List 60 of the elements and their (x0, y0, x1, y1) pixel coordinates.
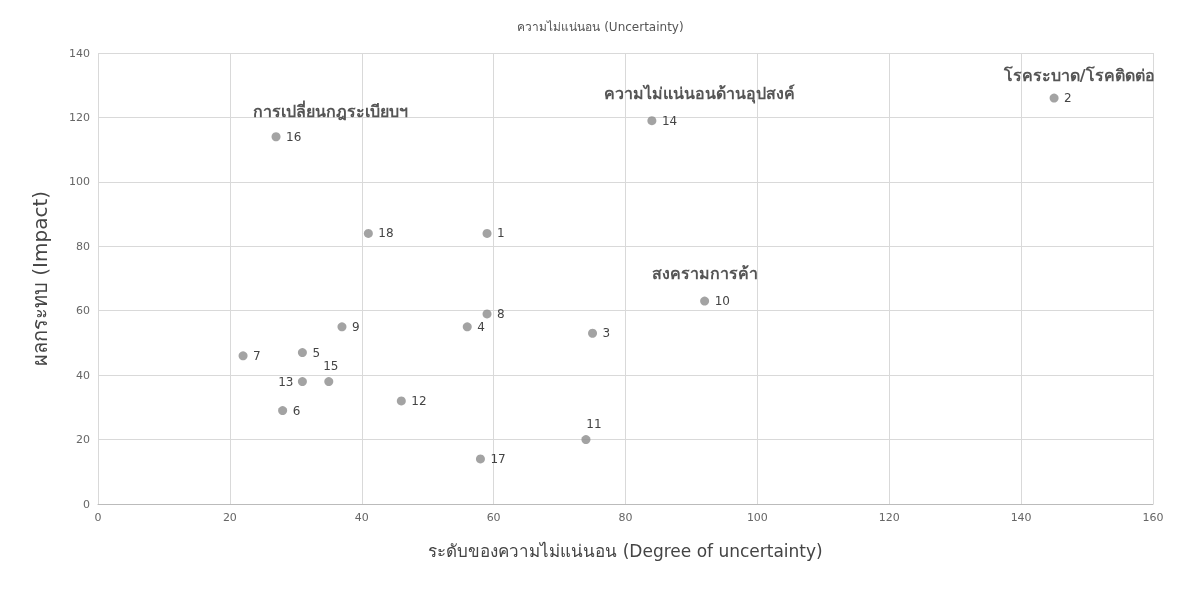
annotation: 11 (586, 416, 602, 431)
chart-title: ความไม่แน่นอน (Uncertainty) (517, 20, 684, 34)
point (324, 377, 334, 387)
annotation: ความไม่แน่นอนด้านอุปสงค์ (603, 84, 795, 105)
x-tick-label: 140 (1010, 511, 1032, 524)
x-tick-label: 80 (618, 511, 633, 524)
x-axis-title: ระดับของความไม่แน่นอน (Degree of uncertainty) (428, 540, 823, 561)
x-tick-label: 20 (222, 511, 237, 524)
annotation: 4 (477, 319, 485, 334)
point (581, 435, 591, 445)
annotation: การเปลี่ยนกฎระเบียบฯ (252, 100, 408, 122)
annotation: 15 (323, 358, 339, 373)
annotation: 10 (714, 294, 730, 309)
point (396, 396, 406, 406)
annotation: 9 (351, 319, 360, 334)
point (297, 377, 307, 387)
annotation: 12 (411, 393, 427, 408)
x-tick-label: 60 (486, 511, 501, 524)
annotation: 18 (378, 226, 394, 241)
point (647, 116, 657, 126)
point (278, 406, 288, 416)
point (1049, 93, 1059, 103)
annotation: สงครามการค้า (651, 264, 758, 284)
point (700, 296, 710, 306)
x-tick-label: 100 (746, 511, 768, 524)
annotation: 5 (312, 345, 321, 360)
annotation: 7 (253, 348, 261, 363)
y-tick-label: 120 (69, 110, 90, 124)
point (271, 132, 281, 142)
point (482, 309, 492, 319)
y-tick-label: 20 (76, 433, 90, 447)
point (475, 454, 485, 464)
annotation: 14 (661, 113, 678, 128)
y-axis-title: ผลกระทบ (Impact) (28, 190, 52, 367)
x-tick-label: 160 (1142, 511, 1164, 524)
annotation: 2 (1064, 91, 1072, 106)
y-tick-label: 80 (76, 239, 90, 253)
point (337, 322, 347, 332)
annotation: 3 (602, 326, 611, 341)
x-tick-label: 120 (878, 511, 900, 524)
annotation: 17 (490, 451, 506, 466)
annotation: โรคระบาด/โรคติดต่อ (1002, 65, 1155, 86)
y-tick-label: 60 (76, 304, 90, 318)
point (462, 322, 472, 332)
annotation: 8 (497, 306, 505, 321)
y-tick-label: 100 (69, 175, 90, 189)
point (238, 351, 248, 361)
annotation: 1 (497, 226, 505, 241)
y-tick-label: 40 (76, 368, 90, 382)
point (297, 348, 307, 358)
annotation: 16 (286, 129, 302, 144)
point (482, 228, 492, 238)
y-tick-label: 0 (83, 497, 90, 511)
x-tick-label: 40 (354, 511, 369, 524)
x-tick-label: 0 (94, 511, 102, 524)
annotation: 6 (292, 403, 301, 418)
point (588, 328, 598, 338)
point (363, 228, 373, 238)
y-tick-label: 140 (69, 46, 90, 60)
annotation: 13 (278, 374, 294, 389)
